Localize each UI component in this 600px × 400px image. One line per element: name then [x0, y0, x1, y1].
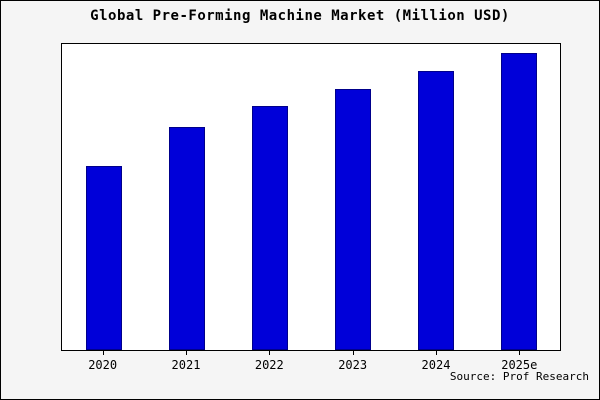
plot-area — [61, 43, 561, 351]
bar-column-2024 — [394, 44, 477, 350]
x-tick-label-2022: 2022 — [228, 351, 311, 372]
bar-column-2025e — [477, 44, 560, 350]
bar-2021 — [168, 127, 205, 350]
bar-2022 — [251, 106, 288, 350]
bar-2023 — [334, 88, 371, 350]
chart-title: Global Pre-Forming Machine Market (Milli… — [90, 8, 510, 24]
bar-2025e — [500, 52, 537, 350]
source-text: Source: Prof Research — [449, 370, 589, 383]
x-tick-label-2024: 2024 — [394, 351, 477, 372]
x-tick-label-2021: 2021 — [144, 351, 227, 372]
bar-2024 — [417, 70, 454, 350]
bar-2020 — [85, 165, 122, 350]
bar-column-2023 — [311, 44, 394, 350]
x-axis-tick-labels: 2020 2021 2022 2023 2024 2025e — [61, 351, 561, 372]
bar-column-2021 — [145, 44, 228, 350]
bar-column-2022 — [228, 44, 311, 350]
bars-container — [62, 44, 560, 350]
bar-column-2020 — [62, 44, 145, 350]
x-tick-label-2025e: 2025e — [478, 351, 561, 372]
x-tick-label-2020: 2020 — [61, 351, 144, 372]
x-tick-label-2023: 2023 — [311, 351, 394, 372]
